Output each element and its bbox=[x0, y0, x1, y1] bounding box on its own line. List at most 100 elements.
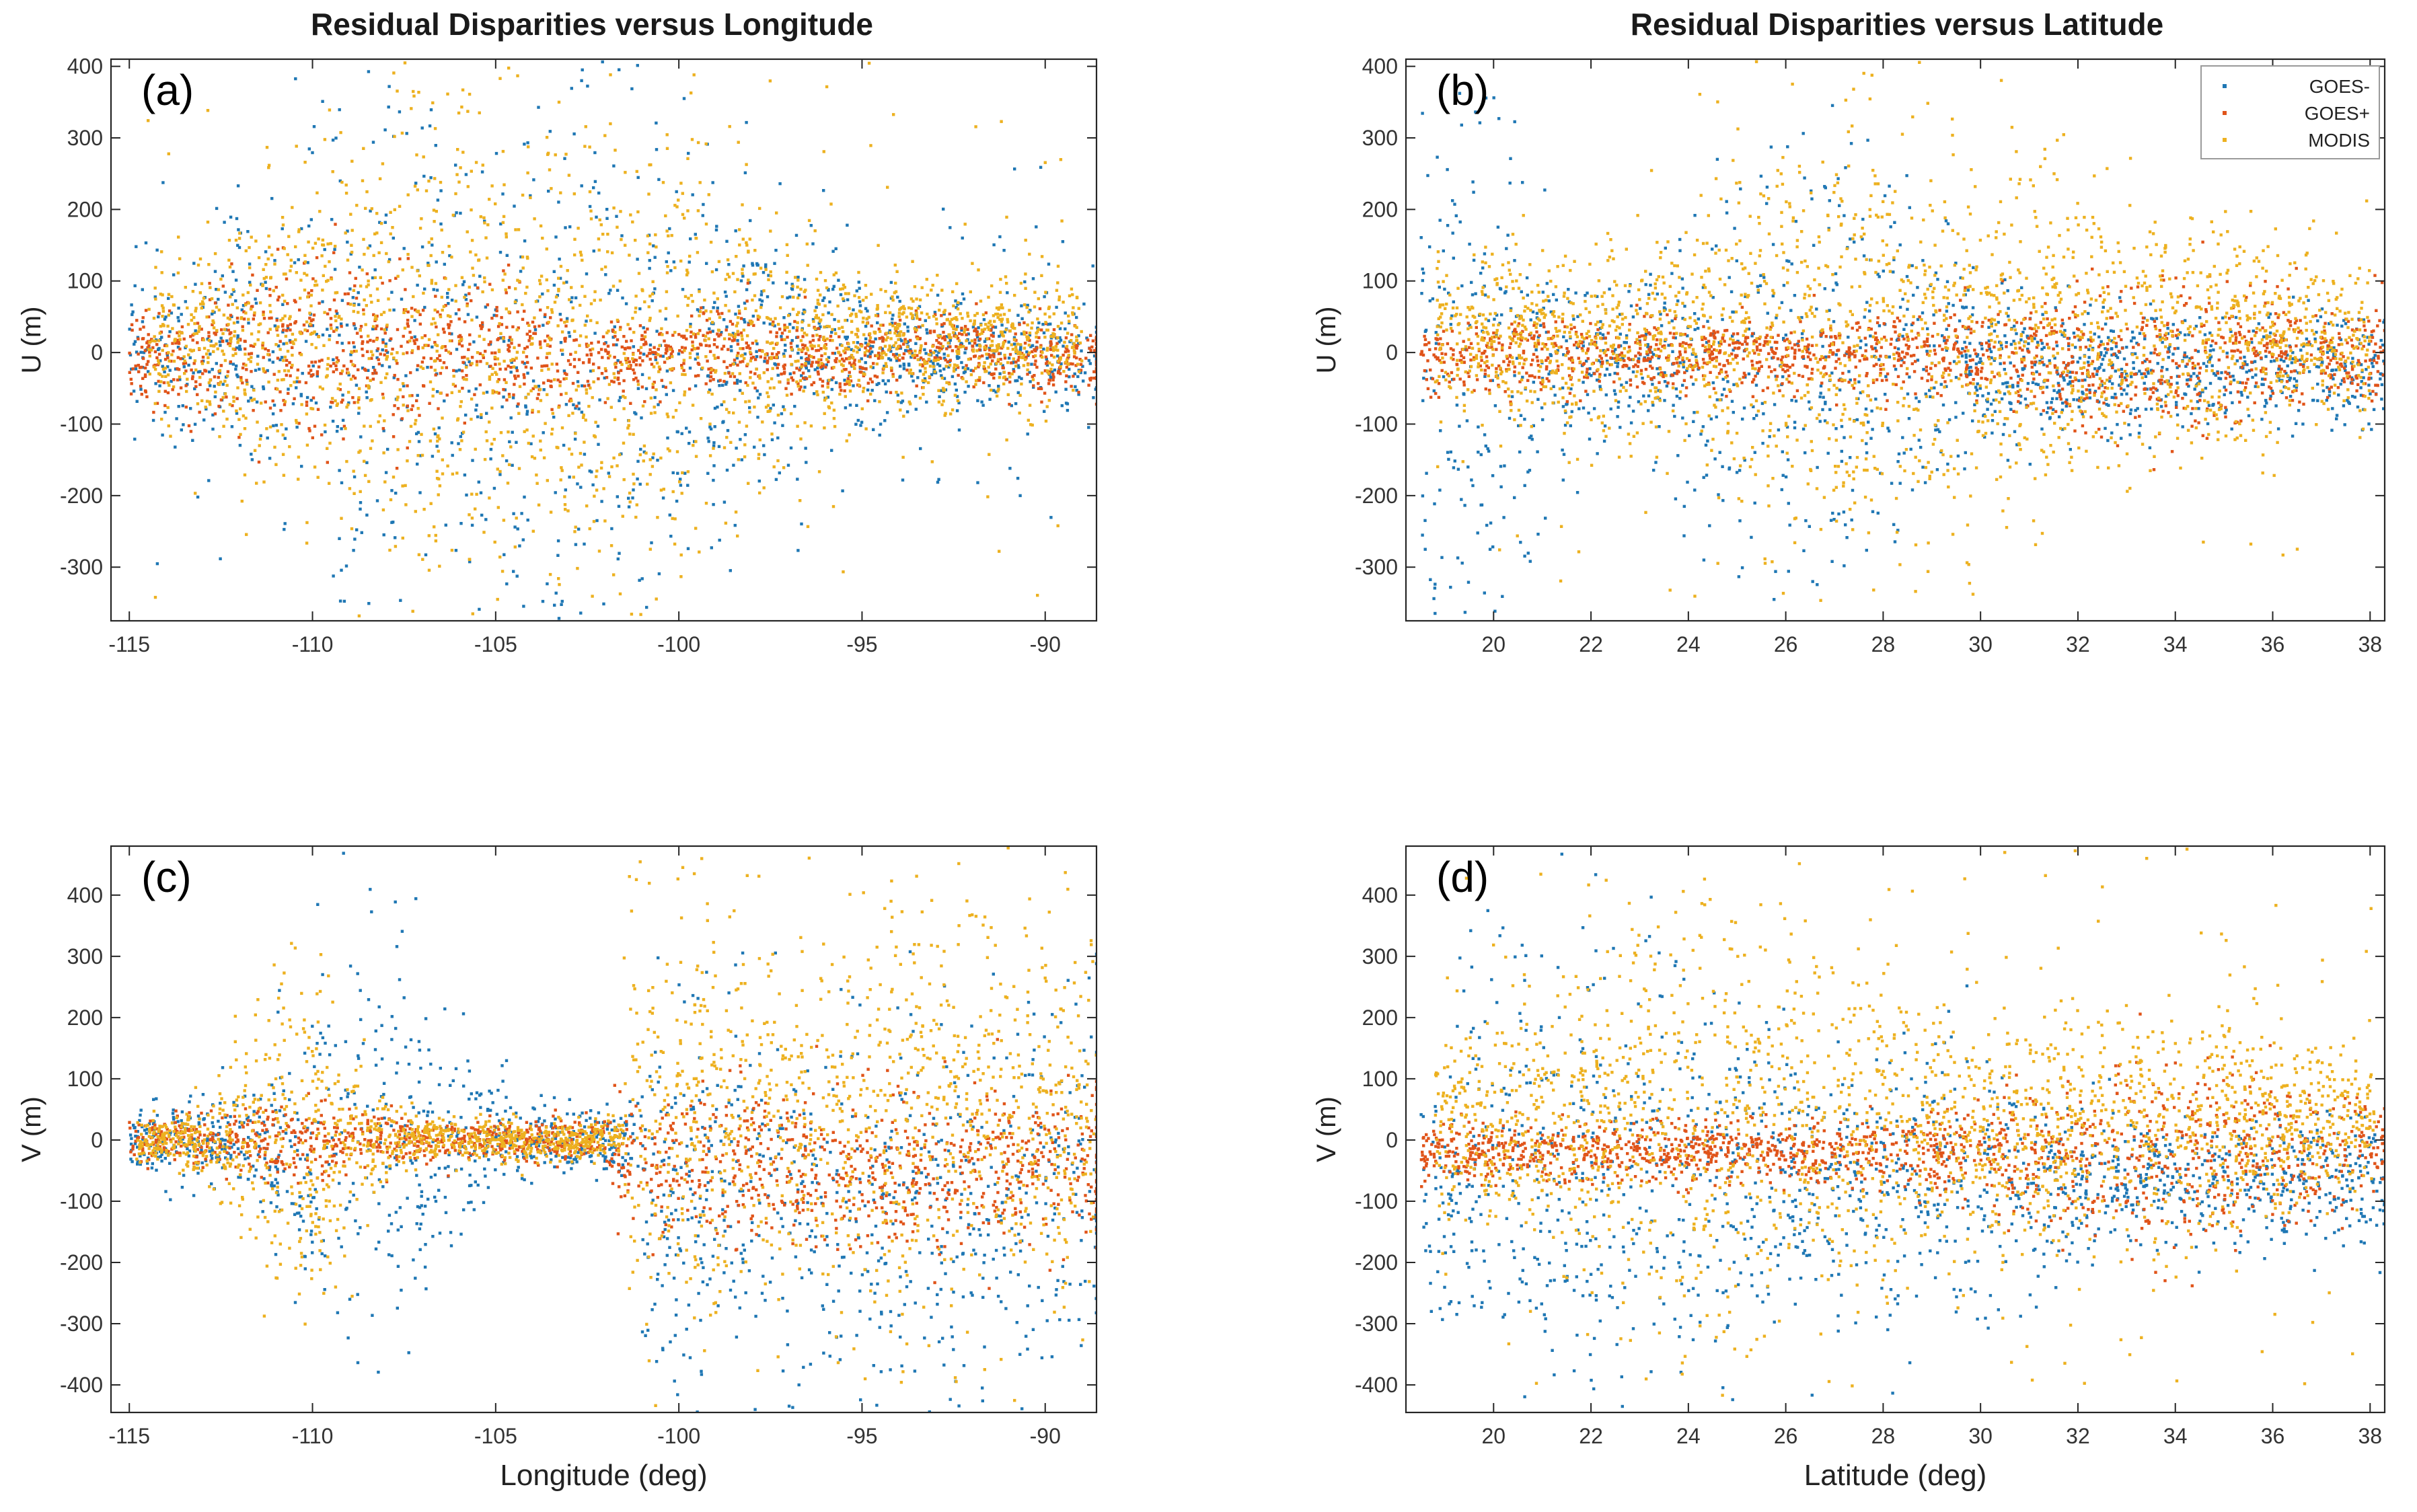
scatter-point bbox=[422, 174, 426, 178]
scatter-point bbox=[418, 227, 422, 230]
scatter-point bbox=[338, 334, 341, 337]
scatter-point bbox=[283, 247, 286, 250]
scatter-point bbox=[1064, 387, 1068, 391]
scatter-point bbox=[412, 339, 416, 342]
scatter-point bbox=[244, 347, 247, 350]
scatter-point bbox=[745, 163, 748, 166]
scatter-point bbox=[558, 384, 562, 387]
scatter-point bbox=[698, 314, 701, 317]
scatter-point bbox=[592, 380, 595, 383]
scatter-point bbox=[241, 304, 246, 307]
scatter-point bbox=[1064, 311, 1067, 315]
scatter-point bbox=[687, 430, 692, 434]
scatter-point bbox=[274, 463, 278, 466]
scatter-point bbox=[650, 299, 654, 303]
scatter-point bbox=[936, 358, 940, 361]
scatter-point bbox=[303, 289, 307, 292]
scatter-point bbox=[618, 382, 621, 385]
scatter-point bbox=[326, 461, 329, 464]
scatter-point bbox=[769, 229, 772, 233]
scatter-point bbox=[589, 217, 593, 221]
scatter-point bbox=[361, 367, 365, 370]
scatter-point bbox=[370, 207, 373, 211]
scatter-point bbox=[1086, 338, 1090, 342]
scatter-point bbox=[509, 416, 513, 420]
scatter-point bbox=[914, 408, 918, 411]
scatter-point bbox=[1084, 356, 1088, 360]
scatter-point bbox=[766, 317, 770, 320]
scatter-point bbox=[417, 553, 421, 556]
scatter-point bbox=[627, 365, 630, 368]
scatter-point bbox=[551, 412, 554, 415]
scatter-point bbox=[831, 352, 835, 355]
scatter-point bbox=[725, 408, 729, 411]
scatter-point bbox=[891, 313, 895, 317]
scatter-point bbox=[622, 441, 626, 445]
scatter-point bbox=[844, 336, 847, 339]
scatter-point bbox=[262, 480, 266, 484]
scatter-point bbox=[1044, 419, 1048, 423]
scatter-point bbox=[548, 130, 552, 133]
scatter-point bbox=[228, 317, 231, 321]
scatter-point bbox=[228, 265, 232, 269]
scatter-point bbox=[299, 278, 303, 282]
scatter-point bbox=[498, 250, 503, 254]
scatter-point bbox=[624, 356, 628, 361]
scatter-point bbox=[329, 406, 332, 409]
scatter-point bbox=[273, 445, 276, 449]
scatter-point bbox=[884, 353, 888, 356]
scatter-point bbox=[563, 340, 567, 343]
scatter-point bbox=[294, 338, 297, 342]
scatter-point bbox=[915, 384, 918, 387]
scatter-point bbox=[315, 283, 319, 287]
scatter-point bbox=[168, 334, 171, 338]
scatter-point bbox=[838, 335, 841, 338]
scatter-point bbox=[404, 503, 408, 506]
scatter-point bbox=[680, 366, 684, 370]
scatter-point bbox=[1057, 295, 1062, 299]
scatter-point bbox=[452, 369, 455, 373]
scatter-point bbox=[961, 236, 964, 240]
scatter-point bbox=[161, 323, 165, 326]
scatter-point bbox=[988, 354, 992, 357]
scatter-point bbox=[392, 435, 396, 439]
scatter-point bbox=[531, 529, 535, 533]
scatter-point bbox=[889, 358, 893, 362]
scatter-point bbox=[338, 108, 341, 112]
scatter-point bbox=[230, 293, 233, 297]
scatter-point bbox=[661, 385, 665, 388]
scatter-point bbox=[803, 295, 807, 299]
scatter-point bbox=[1029, 423, 1033, 426]
scatter-point bbox=[348, 487, 352, 490]
scatter-point bbox=[408, 339, 412, 342]
scatter-point bbox=[732, 411, 735, 415]
scatter-point bbox=[171, 388, 174, 391]
scatter-point bbox=[803, 278, 807, 281]
scatter-point bbox=[355, 528, 359, 531]
scatter-point bbox=[377, 362, 381, 366]
scatter-point bbox=[755, 389, 759, 393]
scatter-point bbox=[202, 338, 205, 342]
scatter-point bbox=[228, 344, 232, 348]
scatter-point bbox=[812, 319, 815, 324]
scatter-point bbox=[671, 490, 675, 494]
scatter-point bbox=[422, 291, 425, 295]
scatter-point bbox=[639, 346, 643, 349]
scatter-point bbox=[624, 243, 627, 247]
scatter-point bbox=[507, 263, 511, 267]
scatter-point bbox=[286, 350, 290, 353]
scatter-point bbox=[607, 356, 610, 360]
scatter-point bbox=[653, 346, 656, 349]
scatter-point bbox=[1004, 275, 1008, 278]
scatter-point bbox=[379, 222, 383, 225]
scatter-point bbox=[562, 443, 566, 447]
scatter-point bbox=[770, 352, 774, 356]
scatter-point bbox=[470, 492, 474, 496]
scatter-point bbox=[659, 488, 663, 492]
scatter-point bbox=[163, 317, 167, 321]
scatter-point bbox=[1034, 349, 1037, 352]
scatter-point bbox=[372, 254, 375, 258]
scatter-point bbox=[805, 360, 809, 364]
scatter-point bbox=[249, 396, 253, 400]
scatter-point bbox=[585, 388, 588, 391]
